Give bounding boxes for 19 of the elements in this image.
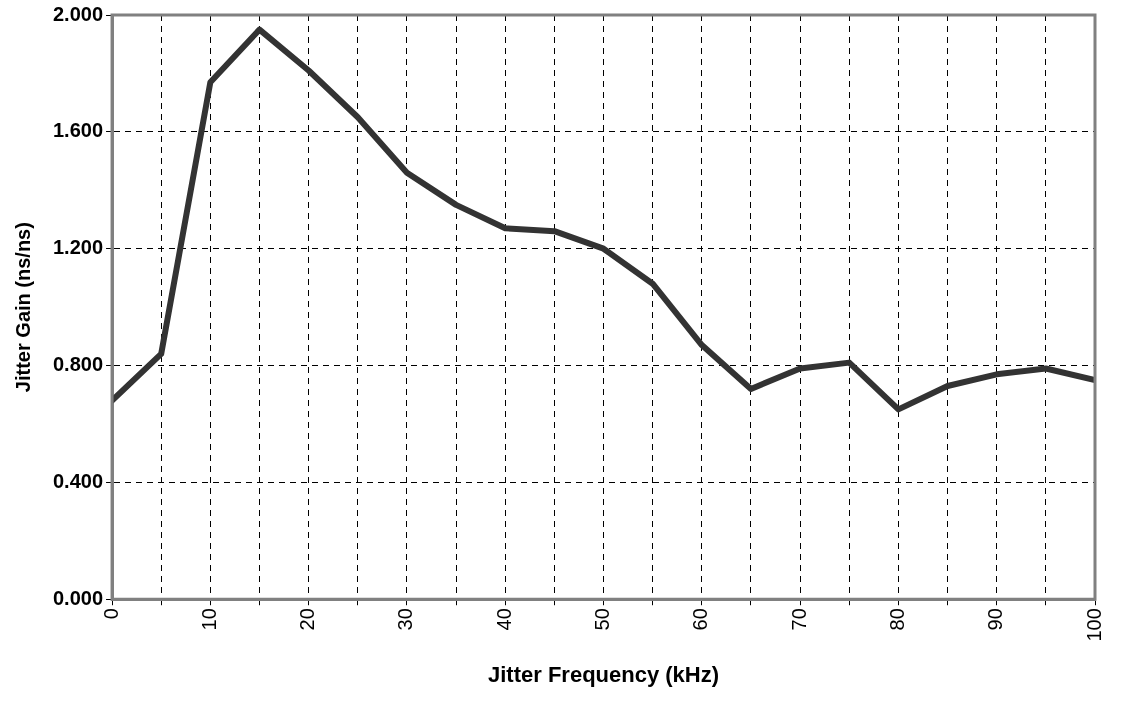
x-tick-label: 10 xyxy=(197,608,220,631)
y-tick-label: 2.000 xyxy=(52,2,104,25)
x-tick-label: 30 xyxy=(394,608,417,631)
x-tick-label: 40 xyxy=(492,608,515,631)
y-tick-label: 1.200 xyxy=(52,236,104,259)
x-axis-title: Jitter Frequency (kHz) xyxy=(487,661,720,687)
x-tick-label: 60 xyxy=(689,608,712,631)
x-tick-label: 80 xyxy=(885,608,908,631)
y-tick-label: 0.800 xyxy=(52,353,104,376)
x-tick-label: 20 xyxy=(296,608,319,631)
x-tick-label: 50 xyxy=(591,608,614,631)
y-axis-title: Jitter Gain (ns/ns) xyxy=(11,222,34,393)
x-tick-label: 0 xyxy=(99,608,122,620)
y-tick-label: 0.000 xyxy=(52,586,104,609)
x-tick-label: 100 xyxy=(1082,608,1105,642)
x-tick-label: 70 xyxy=(787,608,810,631)
y-tick-label: 0.400 xyxy=(52,469,104,492)
x-tick-label: 90 xyxy=(984,608,1007,631)
y-tick-label: 1.600 xyxy=(52,119,104,142)
